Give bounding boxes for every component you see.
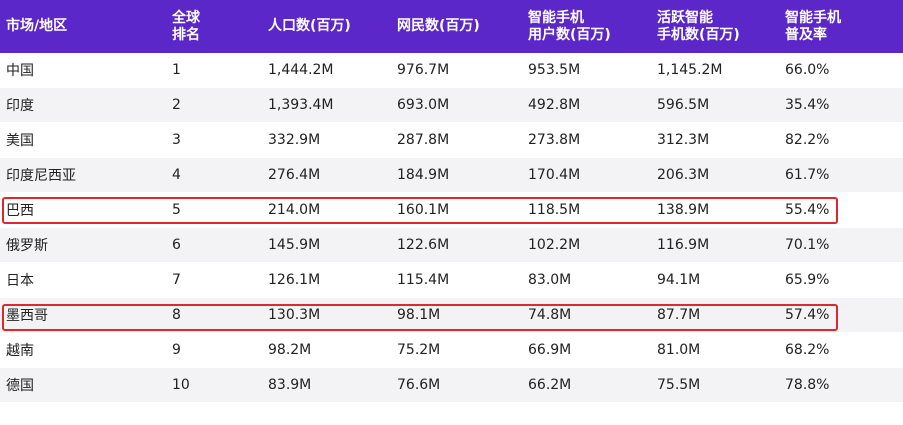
cell-active-smartphones: 87.7M [657, 307, 701, 323]
cell-smartphone-users: 66.9M [528, 342, 572, 358]
cell-penetration: 35.4% [785, 97, 830, 113]
cell-rank: 9 [172, 342, 181, 358]
cell-smartphone-users: 953.5M [528, 62, 581, 78]
table-row: 印度 2 1,393.4M 693.0M 492.8M 596.5M 35.4% [0, 88, 903, 123]
cell-penetration: 70.1% [785, 237, 830, 253]
cell-penetration: 66.0% [785, 62, 830, 78]
table-row: 美国 3 332.9M 287.8M 273.8M 312.3M 82.2% [0, 123, 903, 158]
cell-internet-users: 287.8M [397, 132, 450, 148]
table-row: 中国 1 1,444.2M 976.7M 953.5M 1,145.2M 66.… [0, 53, 903, 88]
cell-smartphone-users: 74.8M [528, 307, 572, 323]
cell-population: 98.2M [268, 342, 312, 358]
cell-market: 美国 [6, 133, 34, 149]
cell-market: 俄罗斯 [6, 238, 48, 254]
header-internet-users: 网民数(百万) [397, 18, 480, 34]
table-header: 市场/地区 全球 排名 人口数(百万) 网民数(百万) 智能手机 用户数(百万)… [0, 0, 903, 53]
table-row: 巴西 5 214.0M 160.1M 118.5M 138.9M 55.4% [0, 193, 903, 228]
cell-population: 145.9M [268, 237, 321, 253]
cell-market: 巴西 [6, 203, 34, 219]
cell-penetration: 65.9% [785, 272, 830, 288]
cell-population: 130.3M [268, 307, 321, 323]
cell-rank: 6 [172, 237, 181, 253]
cell-active-smartphones: 312.3M [657, 132, 710, 148]
table-row: 墨西哥 8 130.3M 98.1M 74.8M 87.7M 57.4% [0, 298, 903, 333]
cell-active-smartphones: 75.5M [657, 377, 701, 393]
cell-active-smartphones: 206.3M [657, 167, 710, 183]
cell-population: 126.1M [268, 272, 321, 288]
header-global-rank: 全球 排名 [172, 9, 200, 43]
cell-population: 214.0M [268, 202, 321, 218]
header-market: 市场/地区 [6, 18, 68, 34]
header-active-smartphones: 活跃智能 手机数(百万) [657, 9, 740, 43]
cell-penetration: 55.4% [785, 202, 830, 218]
table-row: 越南 9 98.2M 75.2M 66.9M 81.0M 68.2% [0, 333, 903, 368]
cell-internet-users: 98.1M [397, 307, 441, 323]
cell-market: 印度 [6, 98, 34, 114]
cell-population: 1,444.2M [268, 62, 334, 78]
cell-population: 1,393.4M [268, 97, 334, 113]
header-population: 人口数(百万) [268, 18, 351, 34]
cell-active-smartphones: 1,145.2M [657, 62, 723, 78]
cell-penetration: 82.2% [785, 132, 830, 148]
cell-rank: 4 [172, 167, 181, 183]
cell-penetration: 68.2% [785, 342, 830, 358]
cell-market: 墨西哥 [6, 308, 48, 324]
cell-active-smartphones: 138.9M [657, 202, 710, 218]
cell-internet-users: 122.6M [397, 237, 450, 253]
cell-internet-users: 76.6M [397, 377, 441, 393]
cell-active-smartphones: 94.1M [657, 272, 701, 288]
cell-internet-users: 693.0M [397, 97, 450, 113]
cell-smartphone-users: 170.4M [528, 167, 581, 183]
cell-rank: 7 [172, 272, 181, 288]
cell-penetration: 61.7% [785, 167, 830, 183]
cell-active-smartphones: 116.9M [657, 237, 710, 253]
smartphone-market-table: 市场/地区 全球 排名 人口数(百万) 网民数(百万) 智能手机 用户数(百万)… [0, 0, 903, 403]
cell-penetration: 78.8% [785, 377, 830, 393]
cell-rank: 1 [172, 62, 181, 78]
cell-market: 日本 [6, 273, 34, 289]
cell-smartphone-users: 66.2M [528, 377, 572, 393]
cell-internet-users: 184.9M [397, 167, 450, 183]
cell-smartphone-users: 492.8M [528, 97, 581, 113]
cell-internet-users: 115.4M [397, 272, 450, 288]
cell-internet-users: 75.2M [397, 342, 441, 358]
table-row: 俄罗斯 6 145.9M 122.6M 102.2M 116.9M 70.1% [0, 228, 903, 263]
cell-market: 印度尼西亚 [6, 168, 76, 184]
cell-active-smartphones: 596.5M [657, 97, 710, 113]
cell-rank: 10 [172, 377, 190, 393]
cell-market: 德国 [6, 378, 34, 394]
cell-population: 332.9M [268, 132, 321, 148]
cell-internet-users: 160.1M [397, 202, 450, 218]
cell-smartphone-users: 102.2M [528, 237, 581, 253]
cell-rank: 2 [172, 97, 181, 113]
cell-smartphone-users: 118.5M [528, 202, 581, 218]
cell-smartphone-users: 83.0M [528, 272, 572, 288]
cell-population: 83.9M [268, 377, 312, 393]
cell-rank: 8 [172, 307, 181, 323]
cell-market: 越南 [6, 343, 34, 359]
cell-rank: 3 [172, 132, 181, 148]
header-smartphone-penetration: 智能手机 普及率 [785, 9, 841, 43]
cell-active-smartphones: 81.0M [657, 342, 701, 358]
cell-smartphone-users: 273.8M [528, 132, 581, 148]
cell-rank: 5 [172, 202, 181, 218]
table-row: 德国 10 83.9M 76.6M 66.2M 75.5M 78.8% [0, 368, 903, 403]
header-smartphone-users: 智能手机 用户数(百万) [528, 9, 611, 43]
cell-market: 中国 [6, 63, 34, 79]
cell-population: 276.4M [268, 167, 321, 183]
table-row: 日本 7 126.1M 115.4M 83.0M 94.1M 65.9% [0, 263, 903, 298]
cell-internet-users: 976.7M [397, 62, 450, 78]
cell-penetration: 57.4% [785, 307, 830, 323]
table-row: 印度尼西亚 4 276.4M 184.9M 170.4M 206.3M 61.7… [0, 158, 903, 193]
